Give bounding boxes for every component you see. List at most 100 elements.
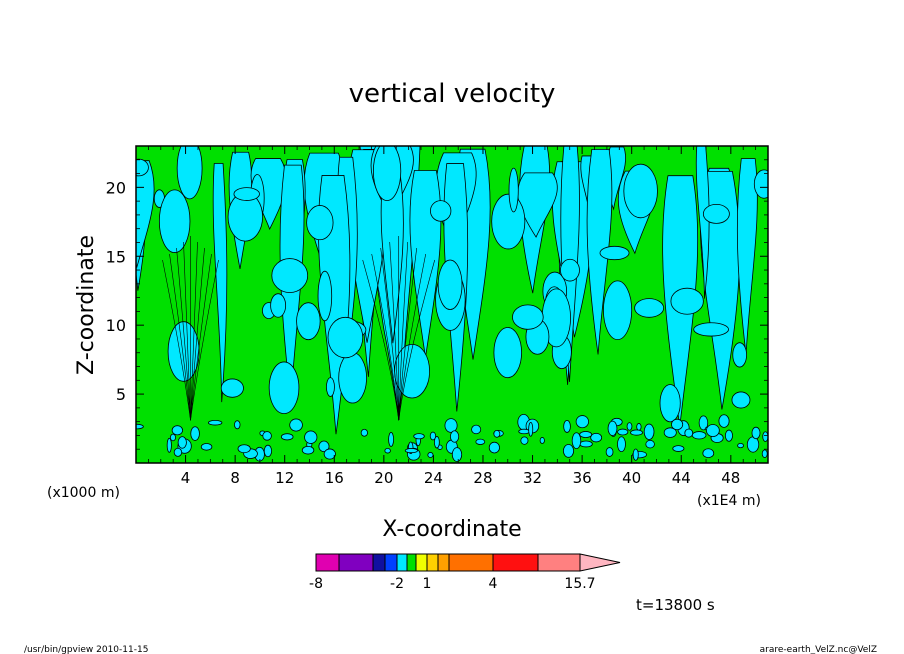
colorbar-segment xyxy=(537,553,581,572)
surface-cell xyxy=(451,447,463,462)
surface-cell xyxy=(136,423,144,430)
plume xyxy=(586,149,613,355)
surface-cell xyxy=(528,421,534,437)
surface-cell xyxy=(171,425,183,436)
surface-cell xyxy=(605,447,614,457)
chart-title: vertical velocity xyxy=(349,79,556,109)
blob xyxy=(603,280,633,341)
time-label: t=13800 s xyxy=(636,596,715,614)
surface-cell xyxy=(762,431,768,442)
footer-left: /usr/bin/gpview 2010-11-15 xyxy=(24,645,148,654)
surface-cell xyxy=(562,444,575,458)
blob xyxy=(753,169,768,199)
blob xyxy=(372,146,402,201)
y-axis: 5 10 15 20 xyxy=(106,159,768,450)
surface-cell xyxy=(630,429,643,436)
footer-right: arare-earth_VelZ.nc@VelZ xyxy=(760,645,877,654)
colorbar-segment xyxy=(437,553,450,572)
blob xyxy=(327,316,364,359)
blob xyxy=(508,167,519,213)
surface-cell xyxy=(444,418,458,433)
contour-line xyxy=(362,259,400,421)
contour-line xyxy=(190,247,205,421)
contour-line xyxy=(176,247,191,421)
contour-line xyxy=(398,259,436,421)
surface-cell xyxy=(575,415,589,429)
surface-cell xyxy=(579,440,593,448)
surface-cell xyxy=(672,445,685,452)
x-tick-label: 44 xyxy=(672,469,691,487)
colorbar-segment xyxy=(396,553,408,572)
x-tick-label: 12 xyxy=(275,469,294,487)
surface-cell xyxy=(304,430,318,444)
blob xyxy=(702,203,730,224)
surface-cell xyxy=(166,437,172,453)
surface-cell xyxy=(761,449,768,458)
blob xyxy=(271,258,309,293)
y-axis-label: Z-coordinate xyxy=(74,235,99,375)
plume xyxy=(695,146,710,299)
x-tick-label: 20 xyxy=(374,469,393,487)
surface-cell xyxy=(617,428,629,436)
blob xyxy=(560,258,580,282)
contour-line xyxy=(169,253,191,421)
colorbar-label: 1 xyxy=(423,576,432,592)
blob xyxy=(693,322,729,337)
colorbar-segment xyxy=(315,553,340,572)
blob xyxy=(623,163,658,219)
surface-cell xyxy=(590,432,603,443)
surface-cell xyxy=(429,431,437,441)
blob xyxy=(437,259,463,310)
surface-cell xyxy=(388,432,394,447)
surface-cell xyxy=(698,415,709,431)
blob xyxy=(338,352,367,404)
surface-cell xyxy=(488,441,500,454)
blob xyxy=(306,205,334,241)
contour-line xyxy=(162,259,191,421)
surface-cell xyxy=(177,436,187,449)
contour-line xyxy=(398,253,427,421)
colorbar-segment xyxy=(338,553,374,572)
blob xyxy=(176,146,203,200)
x-tick-label: 8 xyxy=(230,469,240,487)
colorbar-segment xyxy=(448,553,494,572)
blob xyxy=(136,158,149,177)
blob xyxy=(659,384,681,423)
x-tick-label: 24 xyxy=(424,469,443,487)
surface-cell xyxy=(280,433,294,441)
blob xyxy=(491,193,526,250)
contour-line xyxy=(389,241,400,421)
blob xyxy=(599,245,630,261)
blob xyxy=(268,361,300,415)
blob xyxy=(326,377,335,397)
surface-cell xyxy=(200,443,213,451)
x-tick-label: 32 xyxy=(523,469,542,487)
surface-cell xyxy=(413,433,425,440)
surface-cell xyxy=(301,445,315,455)
surface-cell xyxy=(384,448,391,454)
x-axis-label: X-coordinate xyxy=(382,517,521,542)
contour-line xyxy=(183,241,191,421)
contour-line xyxy=(398,241,409,421)
surface-cell xyxy=(539,437,545,444)
surface-cell xyxy=(751,426,761,440)
surface-cell xyxy=(571,432,582,449)
blob xyxy=(634,298,665,318)
velocity-field xyxy=(136,146,768,462)
colorbar-segment xyxy=(492,553,539,572)
blob xyxy=(167,321,200,382)
surface-cell xyxy=(234,420,241,430)
surface-cell xyxy=(663,427,677,438)
surface-cell xyxy=(518,428,530,435)
surface-cell xyxy=(643,423,655,440)
blob xyxy=(296,302,321,341)
colorbar: -8 -2 1 4 15.7 xyxy=(309,553,621,592)
surface-cell xyxy=(169,433,176,442)
surface-cell xyxy=(404,448,418,454)
x-tick-label: 40 xyxy=(622,469,641,487)
plume xyxy=(212,163,228,403)
blob xyxy=(670,287,704,315)
surface-cell xyxy=(318,440,330,453)
surface-cell xyxy=(706,424,720,437)
surface-cell xyxy=(471,424,482,435)
